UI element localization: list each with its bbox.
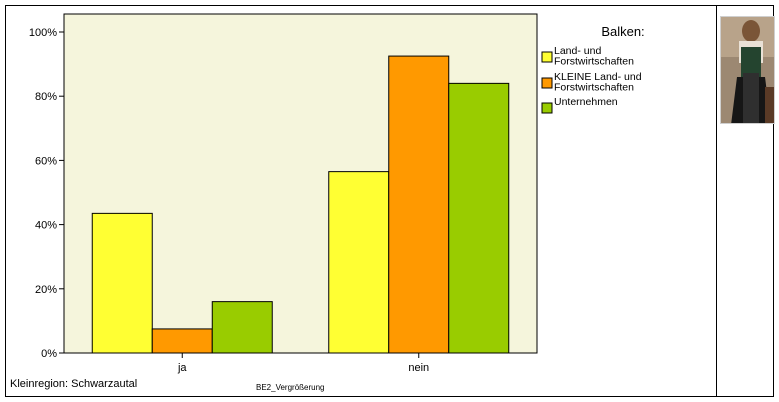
legend-swatch	[541, 77, 553, 89]
y-tick-label: 0%	[41, 348, 57, 360]
legend-label: Unternehmen	[554, 96, 618, 108]
bar	[151, 328, 213, 354]
y-tick-label: 20%	[35, 284, 57, 296]
panel-divider	[716, 5, 717, 397]
bar	[328, 171, 390, 354]
bar	[448, 82, 510, 354]
legend-swatch	[541, 102, 553, 114]
y-tick-label: 100%	[29, 27, 57, 39]
region-label: Kleinregion: Schwarzautal	[10, 378, 138, 390]
legend: Balken: Land- und Forstwirtschaften KLEINE …	[541, 24, 645, 114]
bar	[91, 212, 153, 354]
legend-swatch	[541, 51, 553, 63]
y-tick-label: 60%	[35, 155, 57, 167]
bar	[211, 301, 273, 354]
legend-label: KLEINE Land- und Forstwirtschaften	[554, 71, 642, 94]
y-tick-label: 80%	[35, 91, 57, 103]
legend-title: Balken:	[601, 24, 644, 39]
x-axis: ja nein	[177, 353, 429, 374]
bar	[388, 55, 450, 354]
caption-label: BE2_Vergrößerung	[256, 383, 325, 392]
y-tick-label: 40%	[35, 220, 57, 232]
x-tick-label: nein	[408, 362, 429, 374]
y-axis: 0% 20% 40% 60% 80% 100%	[29, 27, 64, 360]
bar-series	[91, 55, 510, 354]
portrait-photo	[720, 16, 775, 124]
x-tick-label: ja	[177, 362, 187, 374]
legend-label: Land- und Forstwirtschaften	[554, 45, 634, 68]
